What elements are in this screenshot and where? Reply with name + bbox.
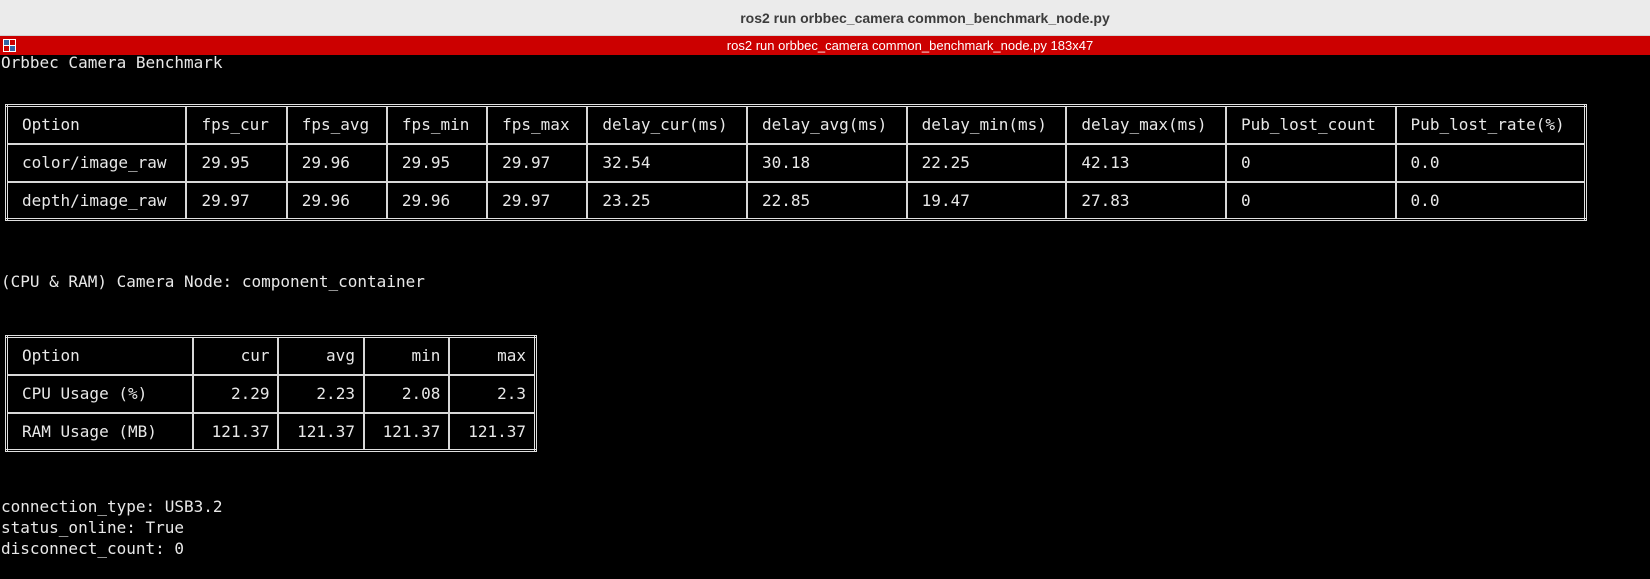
table-header-row: Option fps_cur fps_avg fps_min fps_max d…	[5, 104, 1587, 145]
table-cell: 2.23	[277, 373, 365, 414]
terminal-app-icon[interactable]	[3, 39, 16, 52]
table-header-row: Option cur avg min max	[5, 335, 537, 376]
table-cell: 2.3	[448, 373, 537, 414]
table-cell: 0.0	[1394, 142, 1587, 183]
header-cell: fps_cur	[185, 104, 288, 145]
header-cell: fps_min	[385, 104, 489, 145]
header-cell: delay_avg(ms)	[746, 104, 908, 145]
benchmark-table: Option fps_cur fps_avg fps_min fps_max d…	[5, 104, 1587, 221]
table-cell: 29.97	[486, 180, 589, 221]
table-cell: 42.13	[1065, 142, 1227, 183]
table-cell: 121.37	[191, 411, 280, 452]
resource-usage-table: Option cur avg min max CPU Usage (%) 2.2…	[5, 335, 537, 452]
header-cell: min	[362, 335, 451, 376]
disconnect-count-line: disconnect_count: 0	[1, 539, 185, 558]
header-cell: Pub_lost_rate(%)	[1394, 104, 1587, 145]
table-cell: 22.25	[905, 142, 1068, 183]
terminal-titlebar[interactable]: ros2 run orbbec_camera common_benchmark_…	[0, 36, 1650, 55]
header-cell: avg	[277, 335, 365, 376]
window-title: ros2 run orbbec_camera common_benchmark_…	[740, 9, 1110, 26]
table-cell: 0.0	[1394, 180, 1587, 221]
table-row: RAM Usage (MB) 121.37 121.37 121.37 121.…	[5, 411, 537, 452]
table-cell: 29.97	[486, 142, 589, 183]
table-cell: RAM Usage (MB)	[5, 411, 194, 452]
table-cell: color/image_raw	[5, 142, 188, 183]
table-cell: 29.97	[185, 180, 288, 221]
table-cell: 30.18	[746, 142, 908, 183]
header-cell: Option	[5, 335, 194, 376]
header-cell: delay_min(ms)	[905, 104, 1068, 145]
table-cell: 0	[1224, 142, 1397, 183]
table-cell: 29.95	[185, 142, 288, 183]
table-cell: 29.96	[385, 180, 489, 221]
table-cell: 29.96	[285, 180, 388, 221]
table-cell: 32.54	[586, 142, 749, 183]
header-cell: max	[448, 335, 537, 376]
table-cell: 29.95	[385, 142, 489, 183]
node-info-line: (CPU & RAM) Camera Node: component_conta…	[1, 272, 425, 291]
terminal-title: ros2 run orbbec_camera common_benchmark_…	[726, 38, 1094, 53]
table-cell: 121.37	[362, 411, 451, 452]
connection-type-line: connection_type: USB3.2	[1, 497, 223, 516]
benchmark-heading: Orbbec Camera Benchmark	[1, 53, 223, 72]
table-cell: 23.25	[586, 180, 749, 221]
table-row: CPU Usage (%) 2.29 2.23 2.08 2.3	[5, 373, 537, 414]
table-row: color/image_raw 29.95 29.96 29.95 29.97 …	[5, 142, 1587, 183]
header-cell: Option	[5, 104, 188, 145]
header-cell: fps_max	[486, 104, 589, 145]
table-cell: depth/image_raw	[5, 180, 188, 221]
table-cell: 27.83	[1065, 180, 1227, 221]
window-titlebar[interactable]: ros2 run orbbec_camera common_benchmark_…	[0, 0, 1650, 36]
table-cell: 22.85	[746, 180, 908, 221]
table-cell: 2.29	[191, 373, 280, 414]
table-cell: 121.37	[277, 411, 365, 452]
header-cell: cur	[191, 335, 280, 376]
table-cell: 121.37	[448, 411, 537, 452]
table-row: depth/image_raw 29.97 29.96 29.96 29.97 …	[5, 180, 1587, 221]
table-cell: 0	[1224, 180, 1397, 221]
table-cell: 29.96	[285, 142, 388, 183]
table-cell: CPU Usage (%)	[5, 373, 194, 414]
table-cell: 19.47	[905, 180, 1068, 221]
terminal-output[interactable]: Orbbec Camera Benchmark Option fps_cur f…	[0, 53, 1650, 579]
header-cell: delay_cur(ms)	[586, 104, 749, 145]
table-cell: 2.08	[362, 373, 451, 414]
header-cell: Pub_lost_count	[1224, 104, 1397, 145]
header-cell: delay_max(ms)	[1065, 104, 1227, 145]
status-online-line: status_online: True	[1, 518, 185, 537]
header-cell: fps_avg	[285, 104, 388, 145]
